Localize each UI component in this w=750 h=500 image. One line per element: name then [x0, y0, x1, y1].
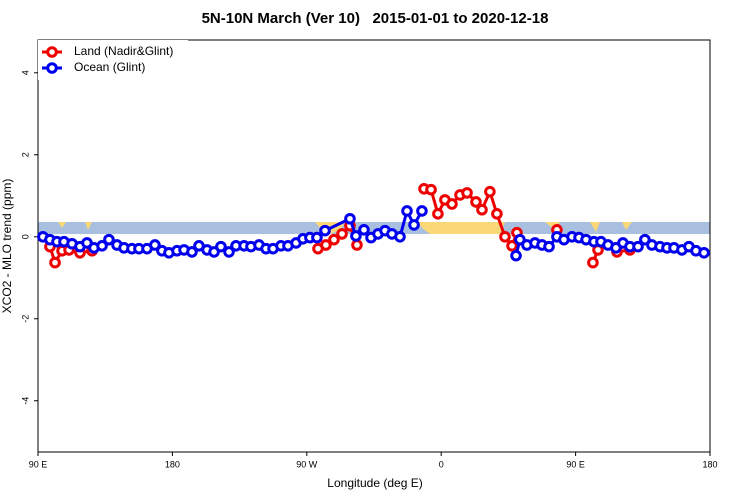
- point: [514, 233, 526, 246]
- point: [49, 256, 61, 269]
- legend-label: Land (Nadir&Glint): [74, 44, 173, 58]
- series: [37, 205, 710, 262]
- x-tick-label: 0: [439, 459, 444, 469]
- point: [543, 240, 555, 253]
- y-tick-label: -4: [20, 397, 30, 405]
- point: [470, 196, 482, 208]
- land-patch: [418, 222, 505, 234]
- series: [44, 183, 636, 269]
- x-tick-label: 90 E: [29, 459, 48, 469]
- point: [416, 205, 428, 217]
- point: [311, 231, 323, 244]
- point: [506, 239, 518, 252]
- point: [476, 203, 488, 216]
- point: [328, 233, 340, 246]
- point: [350, 230, 362, 242]
- point: [358, 224, 370, 236]
- ocean-strip: [38, 222, 710, 234]
- point: [336, 228, 348, 240]
- point: [632, 240, 644, 253]
- x-tick-label: 180: [702, 459, 717, 469]
- point: [499, 230, 511, 243]
- point: [408, 219, 420, 231]
- legend-label: Ocean (Glint): [74, 60, 145, 74]
- point: [639, 233, 651, 246]
- legend-box: [38, 40, 188, 80]
- map-strip: [38, 222, 710, 234]
- point: [491, 208, 503, 220]
- x-tick-label: 90 E: [566, 459, 585, 469]
- point: [394, 230, 406, 243]
- point: [510, 249, 522, 262]
- point: [344, 212, 356, 225]
- point: [698, 246, 710, 259]
- x-tick-label: 180: [165, 459, 180, 469]
- y-axis-label: XCO2 - MLO trend (ppm): [0, 179, 14, 314]
- point: [186, 246, 198, 258]
- point: [319, 224, 331, 237]
- y-tick-label: 0: [20, 234, 30, 239]
- point: [149, 239, 161, 251]
- point: [587, 256, 599, 269]
- y-tick-label: 4: [20, 70, 30, 75]
- y-tick-label: -2: [20, 315, 30, 323]
- point: [320, 239, 332, 251]
- legend-marker: [46, 46, 58, 58]
- point: [223, 246, 235, 258]
- point: [446, 198, 458, 210]
- x-tick-label: 90 W: [296, 459, 318, 469]
- y-tick-label: 2: [20, 152, 30, 157]
- point: [215, 240, 227, 253]
- chart-title: 5N-10N March (Ver 10) 2015-01-01 to 2020…: [202, 10, 549, 27]
- point: [484, 185, 496, 198]
- plot-frame: [37, 39, 711, 453]
- point: [96, 239, 108, 252]
- point: [425, 183, 437, 196]
- point: [401, 205, 413, 217]
- point: [351, 239, 363, 251]
- legend-marker: [46, 62, 58, 74]
- point: [432, 208, 444, 220]
- x-axis-label: Longitude (deg E): [327, 476, 422, 490]
- point: [461, 187, 473, 199]
- point: [103, 233, 115, 246]
